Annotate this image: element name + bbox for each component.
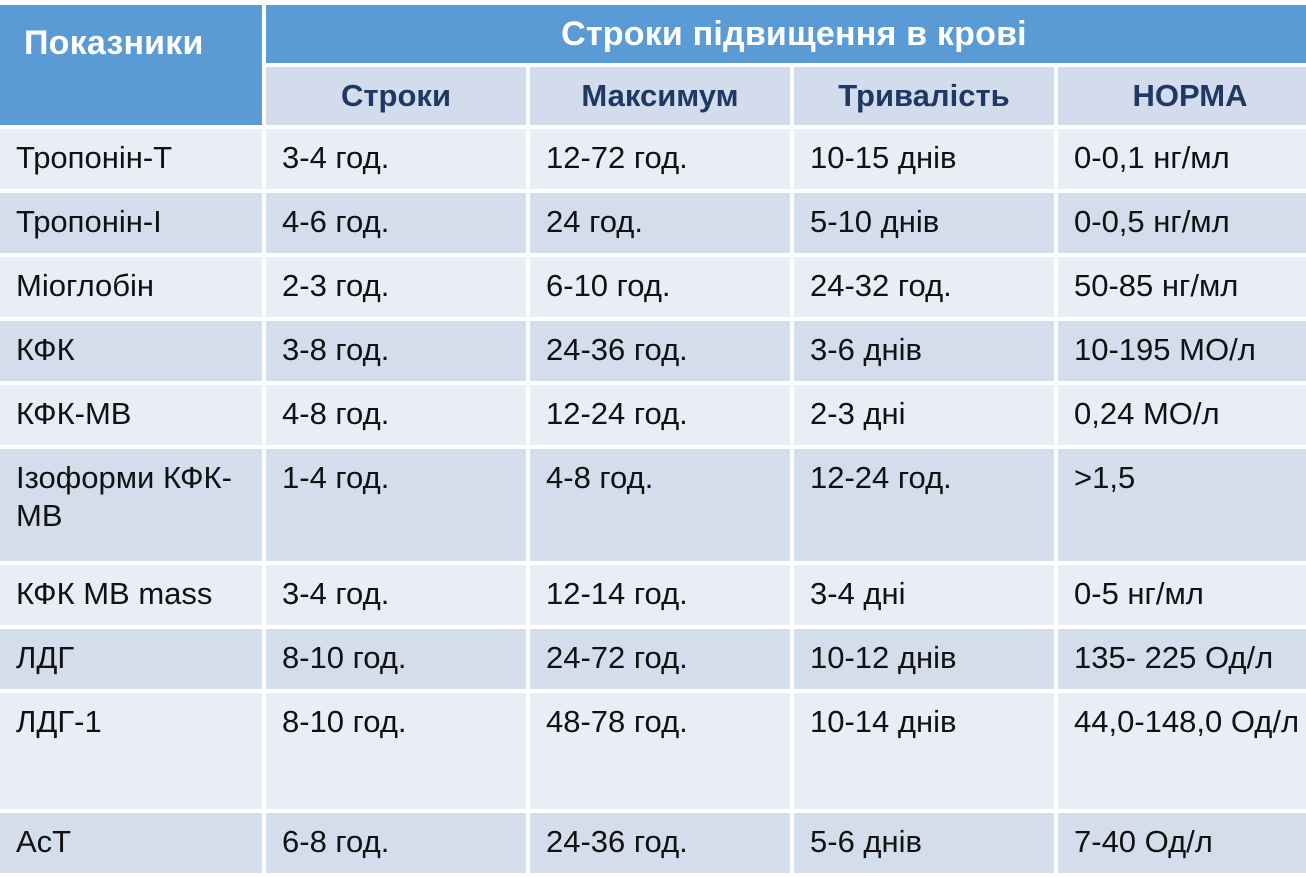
table-row: КФК-МВ 4-8 год. 12-24 год. 2-3 дні 0,24 … xyxy=(0,385,1306,445)
cell-norm: 0-0,5 нг/мл xyxy=(1058,193,1306,253)
header-group-title: Строки підвищення в крові xyxy=(266,5,1306,63)
cell-norm: 44,0-148,0 Од/л xyxy=(1058,693,1306,809)
cell-start: 8-10 год. xyxy=(266,693,526,809)
cell-marker-name: АсТ xyxy=(0,813,262,873)
cell-norm: 10-195 МО/л xyxy=(1058,321,1306,381)
cell-marker-name: КФК xyxy=(0,321,262,381)
header-norma: НОРМА xyxy=(1058,67,1306,125)
cell-marker-name: КФК-МВ xyxy=(0,385,262,445)
table-row: КФК 3-8 год. 24-36 год. 3-6 днів 10-195 … xyxy=(0,321,1306,381)
header-stroki: Строки xyxy=(266,67,526,125)
table-row: Ізоформи КФК-МВ 1-4 год. 4-8 год. 12-24 … xyxy=(0,449,1306,561)
cell-marker-name: Міоглобін xyxy=(0,257,262,317)
cell-norm: 0-0,1 нг/мл xyxy=(1058,129,1306,189)
cell-max: 24-36 год. xyxy=(530,813,790,873)
cell-norm: 0-5 нг/мл xyxy=(1058,565,1306,625)
cell-duration: 5-6 днів xyxy=(794,813,1054,873)
table-row: Тропонін-Т 3-4 год. 12-72 год. 10-15 дні… xyxy=(0,129,1306,189)
table-row: Тропонін-I 4-6 год. 24 год. 5-10 днів 0-… xyxy=(0,193,1306,253)
cell-duration: 3-6 днів xyxy=(794,321,1054,381)
cell-marker-name: КФК МВ mass xyxy=(0,565,262,625)
cell-max: 24-36 год. xyxy=(530,321,790,381)
cell-duration: 10-14 днів xyxy=(794,693,1054,809)
cell-start: 2-3 год. xyxy=(266,257,526,317)
cell-max: 48-78 год. xyxy=(530,693,790,809)
cell-max: 6-10 год. xyxy=(530,257,790,317)
cell-norm: 0,24 МО/л xyxy=(1058,385,1306,445)
cell-max: 12-72 год. xyxy=(530,129,790,189)
cell-start: 1-4 год. xyxy=(266,449,526,561)
header-row-group: Показники Строки підвищення в крові xyxy=(0,5,1306,125)
table-head: Показники Строки підвищення в крові Стро… xyxy=(0,5,1306,125)
header-row-sub: Строки Максимум Тривалість НОРМА xyxy=(0,67,1306,125)
cell-marker-name: ЛДГ xyxy=(0,629,262,689)
cell-marker-name: Тропонін-Т xyxy=(0,129,262,189)
cell-duration: 12-24 год. xyxy=(794,449,1054,561)
cell-max: 12-24 год. xyxy=(530,385,790,445)
table-container: Показники Строки підвищення в крові Стро… xyxy=(0,5,1306,873)
table-row: ЛДГ 8-10 год. 24-72 год. 10-12 днів 135-… xyxy=(0,629,1306,689)
cell-marker-name: Ізоформи КФК-МВ xyxy=(0,449,262,561)
cell-duration: 24-32 год. xyxy=(794,257,1054,317)
cell-duration: 10-12 днів xyxy=(794,629,1054,689)
cell-start: 4-6 год. xyxy=(266,193,526,253)
cell-max: 12-14 год. xyxy=(530,565,790,625)
cell-max: 4-8 год. xyxy=(530,449,790,561)
table-row: Міоглобін 2-3 год. 6-10 год. 24-32 год. … xyxy=(0,257,1306,317)
cell-norm: 135- 225 Од/л xyxy=(1058,629,1306,689)
cell-norm: >1,5 xyxy=(1058,449,1306,561)
cell-marker-name: ЛДГ-1 xyxy=(0,693,262,809)
table-row: АсТ 6-8 год. 24-36 год. 5-6 днів 7-40 Од… xyxy=(0,813,1306,873)
cell-norm: 50-85 нг/мл xyxy=(1058,257,1306,317)
cell-start: 3-8 год. xyxy=(266,321,526,381)
table-row: ЛДГ-1 8-10 год. 48-78 год. 10-14 днів 44… xyxy=(0,693,1306,809)
table-body: Тропонін-Т 3-4 год. 12-72 год. 10-15 дні… xyxy=(0,129,1306,873)
cell-max: 24-72 год. xyxy=(530,629,790,689)
cell-duration: 3-4 дні xyxy=(794,565,1054,625)
cell-start: 8-10 год. xyxy=(266,629,526,689)
cell-norm: 7-40 Од/л xyxy=(1058,813,1306,873)
header-maksimum: Максимум xyxy=(530,67,790,125)
table-row: КФК МВ mass 3-4 год. 12-14 год. 3-4 дні … xyxy=(0,565,1306,625)
cell-start: 4-8 год. xyxy=(266,385,526,445)
header-pokazniki: Показники xyxy=(0,5,262,125)
cell-start: 6-8 год. xyxy=(266,813,526,873)
cell-duration: 10-15 днів xyxy=(794,129,1054,189)
cell-marker-name: Тропонін-I xyxy=(0,193,262,253)
cell-start: 3-4 год. xyxy=(266,129,526,189)
header-trivalist: Тривалість xyxy=(794,67,1054,125)
cell-start: 3-4 год. xyxy=(266,565,526,625)
cell-duration: 5-10 днів xyxy=(794,193,1054,253)
cell-max: 24 год. xyxy=(530,193,790,253)
cell-duration: 2-3 дні xyxy=(794,385,1054,445)
